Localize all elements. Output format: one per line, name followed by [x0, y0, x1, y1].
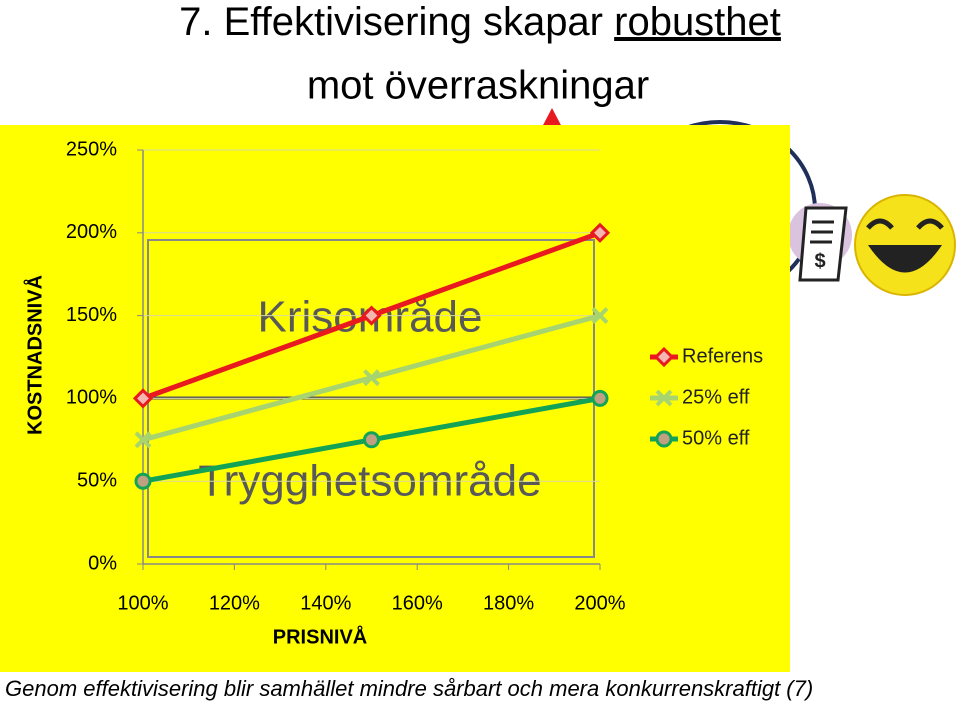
- footer: Genom effektivisering blir samhället min…: [5, 676, 813, 701]
- chart-title: mot överraskningar: [307, 64, 649, 108]
- legend-label: Referens: [682, 345, 763, 367]
- y-tick-label: 250%: [66, 138, 117, 160]
- data-point: [132, 388, 154, 409]
- data-point: [361, 305, 382, 326]
- smiley-eye: [916, 218, 944, 230]
- y-tick-label: 200%: [66, 221, 117, 243]
- x-tick-label: 120%: [209, 592, 260, 614]
- x-tick-label: 100%: [117, 592, 168, 614]
- data-point: [591, 307, 609, 325]
- x-tick-label: 160%: [392, 592, 443, 614]
- data-point: [134, 431, 152, 449]
- legend-label: 50% eff: [682, 427, 750, 449]
- y-tick-label: 150%: [66, 304, 117, 326]
- x-tick-label: 200%: [574, 592, 625, 614]
- y-axis-label: KOSTNADSNIVÅ: [22, 275, 46, 435]
- data-point: [363, 431, 380, 449]
- legend-label: 25% eff: [682, 386, 750, 408]
- x-axis-label: PRISNIVÅ: [273, 624, 367, 648]
- data-point: [591, 389, 609, 407]
- chart-title: 7. Effektivisering skapar robusthet: [179, 0, 781, 44]
- title-part: robusthet: [614, 0, 781, 44]
- y-tick-label: 0%: [88, 552, 117, 574]
- y-tick-label: 50%: [77, 469, 117, 491]
- legend-marker: [653, 346, 675, 368]
- legend-marker: [655, 389, 673, 407]
- smiley-mouth: [868, 245, 942, 273]
- x-tick-label: 180%: [483, 592, 534, 614]
- data-point: [589, 222, 611, 243]
- legend-marker: [655, 430, 673, 448]
- y-tick-label: 100%: [66, 387, 117, 409]
- x-tick-label: 140%: [300, 592, 351, 614]
- receipt-symbol: $: [814, 250, 825, 272]
- data-point: [134, 472, 152, 490]
- smiley-eye: [866, 218, 894, 230]
- title-part: 7. Effektivisering skapar: [179, 0, 614, 44]
- data-point: [363, 369, 380, 387]
- receipt-icon: [798, 206, 848, 282]
